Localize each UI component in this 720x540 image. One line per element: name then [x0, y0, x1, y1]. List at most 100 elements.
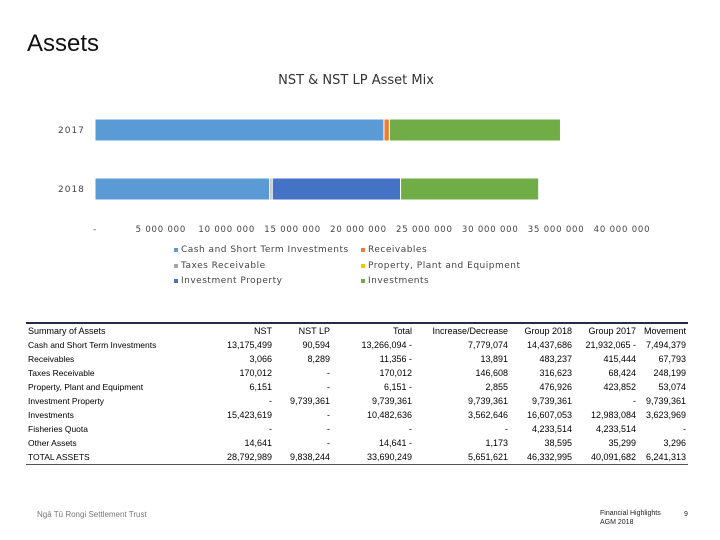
row-label: Fisheries Quota	[28, 424, 88, 434]
category-label: 2018	[58, 185, 85, 195]
chart-bars	[94, 118, 561, 201]
table-cell: 67,793	[658, 354, 686, 364]
table-row: Investments 15,423,619 - 10,482,636 3,562,64…	[26, 408, 688, 422]
table-cell: 28,792,989	[184, 450, 274, 465]
footer-org-name: Ngā Tū Rongi Settlement Trust	[37, 510, 147, 519]
column-header: NST LP	[298, 326, 330, 336]
column-header: Movement	[643, 326, 686, 336]
table-cell: 14,437,686	[526, 340, 572, 350]
table-cell: 11,356 -	[379, 354, 412, 364]
table-cell: 4,233,514	[531, 424, 572, 434]
row-label: Receivables	[28, 354, 75, 364]
table-cell: 9,739,361	[645, 396, 686, 406]
table-cell: -	[327, 368, 330, 378]
table-row: Fisheries Quota - - - - 4,233,514 4,233,514 -	[26, 422, 688, 436]
legend-item-investments: Investments	[361, 276, 429, 286]
table-cell: 9,838,244	[274, 450, 332, 465]
table-cell: 14,641 -	[378, 438, 412, 448]
x-tick-label: -	[93, 225, 97, 235]
table-cell: 53,074	[658, 382, 686, 392]
column-header: NST	[254, 326, 272, 336]
legend-label: Property, Plant and Equipment	[368, 261, 521, 271]
table-cell: 8,289	[307, 354, 330, 364]
row-label: Cash and Short Term Investments	[28, 340, 157, 350]
table-cell: 16,607,053	[526, 410, 572, 420]
table-cell: 7,494,379	[645, 340, 686, 350]
table-cell: -	[269, 424, 272, 434]
asset-mix-chart: NST & NST LP Asset Mix 2017 2018 - 5 000 0…	[58, 73, 650, 235]
table-cell: 6,151	[249, 382, 272, 392]
table-cell: 9,739,361	[289, 396, 330, 406]
table-cell: -	[327, 410, 330, 420]
table-header-row: Summary of Assets NST NST LP Total Increase/…	[26, 323, 688, 338]
table-cell: 38,595	[544, 438, 572, 448]
table-cell: 7,779,074	[467, 340, 508, 350]
table-cell: 21,932,065 -	[585, 340, 636, 350]
legend-swatch	[174, 263, 178, 268]
table-row: Property, Plant and Equipment 6,151 - 6,151…	[26, 380, 688, 394]
x-tick-label: 15 000 000	[264, 225, 321, 235]
table-cell: 9,739,361	[371, 396, 412, 406]
table-cell: 170,012	[379, 368, 412, 378]
bar-segment	[94, 118, 385, 142]
table-cell: 3,562,646	[467, 410, 508, 420]
legend-label: Taxes Receivable	[181, 261, 266, 271]
footer-caption: Financial Highlights AGM 2018	[600, 509, 661, 527]
column-header: Summary of Assets	[28, 326, 106, 336]
table-row: Investment Property -9,739,361 9,739,361 9,…	[26, 394, 688, 408]
table-cell: 5,651,621	[414, 450, 510, 465]
table-cell: 46,332,995	[510, 450, 574, 465]
page-title: Assets	[27, 30, 100, 57]
table-cell: -	[409, 424, 412, 434]
x-tick-label: 25 000 000	[396, 225, 453, 235]
table-cell: 35,299	[608, 438, 636, 448]
column-header: Total	[392, 326, 412, 336]
x-tick-label: 35 000 000	[528, 225, 585, 235]
table-cell: 1,173	[485, 438, 508, 448]
table-cell: -	[327, 424, 330, 434]
table-cell: 9,739,361	[531, 396, 572, 406]
table-cell: 13,891	[480, 354, 508, 364]
chart-x-ticks: - 5 000 000 10 000 000 15 000 000 20 000 000…	[93, 225, 649, 235]
table-row: Cash and Short Term Investments 13,175,49…	[26, 338, 688, 352]
table-cell: 476,926	[539, 382, 572, 392]
column-header: Increase/Decrease	[432, 326, 508, 336]
legend-swatch	[174, 278, 178, 283]
table-cell: -	[633, 396, 636, 406]
table-cell: -	[683, 424, 686, 434]
category-label: 2017	[58, 126, 85, 136]
chart-category-labels: 2017 2018	[58, 126, 85, 195]
table-cell: 33,690,249	[332, 450, 414, 465]
table-cell: -	[505, 424, 508, 434]
legend-label: Investment Property	[181, 276, 283, 286]
table-cell: -	[327, 382, 330, 392]
row-label: Investments	[28, 410, 74, 420]
table-cell: 483,237	[539, 354, 572, 364]
row-label: Other Assets	[28, 438, 77, 448]
column-header: Group 2017	[588, 326, 636, 336]
row-label: Taxes Receivable	[28, 368, 95, 378]
legend-label: Receivables	[368, 245, 428, 255]
legend-item-cash: Cash and Short Term Investments	[174, 245, 349, 255]
legend-swatch	[361, 263, 365, 268]
bar-segment	[94, 177, 271, 201]
table-row: TOTAL ASSETS 28,792,989 9,838,244 33,690,24…	[26, 450, 688, 465]
table-cell: -	[269, 396, 272, 406]
table-cell: 4,233,514	[595, 424, 636, 434]
summary-table: Summary of Assets NST NST LP Total Increase/…	[26, 322, 688, 465]
row-label: Investment Property	[28, 396, 105, 406]
table-cell: 13,175,499	[226, 340, 272, 350]
table-cell: 14,641	[244, 438, 272, 448]
table-cell: 3,066	[249, 354, 272, 364]
legend-label: Investments	[368, 276, 430, 286]
table-cell: 13,266,094 -	[361, 340, 412, 350]
x-tick-label: 10 000 000	[198, 225, 255, 235]
row-label: TOTAL ASSETS	[26, 450, 184, 465]
table-row: Receivables 3,066 8,289 11,356 - 13,891 483,2…	[26, 352, 688, 366]
row-label: Property, Plant and Equipment	[28, 382, 144, 392]
legend-swatch	[361, 278, 365, 283]
legend-item-investment-property: Investment Property	[174, 276, 282, 286]
table-cell: 90,594	[302, 340, 330, 350]
bar-segment	[388, 118, 561, 142]
legend-label: Cash and Short Term Investments	[181, 245, 349, 255]
